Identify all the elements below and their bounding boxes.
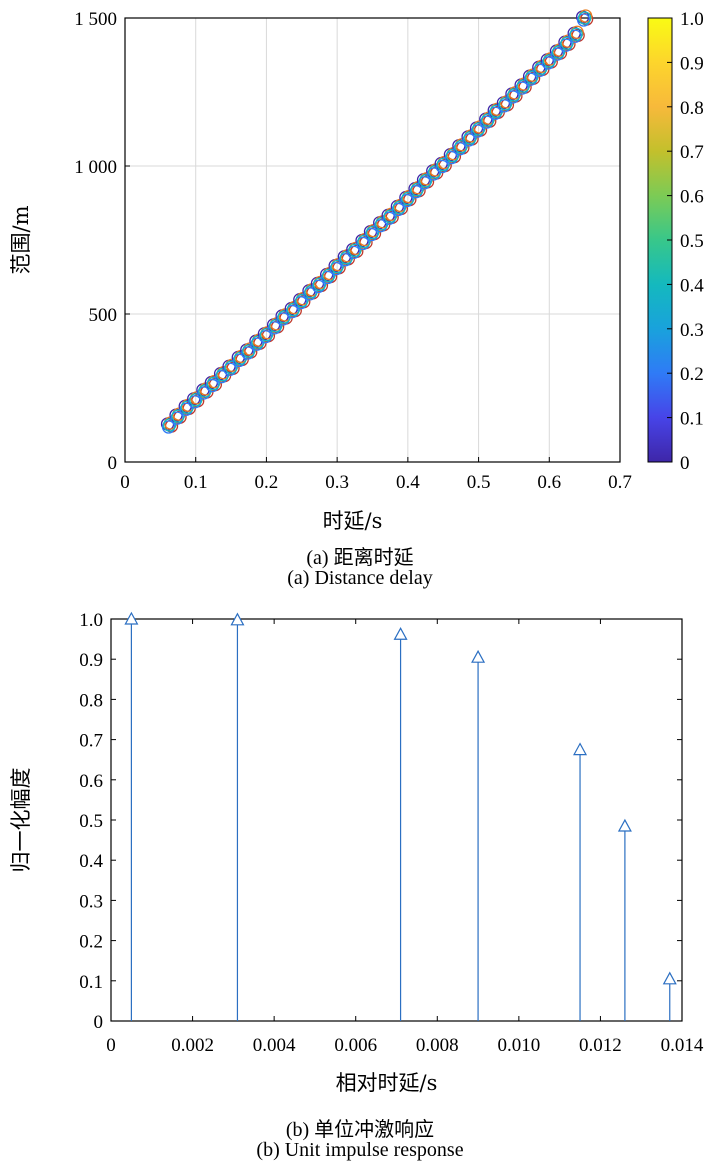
x-tick-label: 0.014 [661,1035,704,1056]
data-point [418,174,433,188]
data-point [454,140,468,154]
y-tick-label: 1.0 [79,610,103,631]
x-tick-label: 0.6 [537,472,561,493]
data-point [560,36,574,50]
y-tick-label: 0.2 [79,932,103,953]
data-point [330,259,344,274]
data-point [410,183,424,197]
colorbar-tick-label: 0.6 [680,187,704,208]
data-point [365,225,380,240]
data-point [445,148,460,163]
colorbar-tick-label: 0.1 [680,409,704,430]
y-tick-label: 0.4 [79,851,103,872]
x-axis-label: 时延/s [323,509,383,533]
caption-a-chinese: (a) 距离时延 [306,547,414,569]
y-tick-label: 1 500 [74,9,117,30]
stem-marker [393,627,408,640]
data-point [436,157,450,172]
stem-marker [124,611,139,625]
plot-area-frame [124,17,621,463]
x-tick-label: 0.012 [579,1035,622,1056]
y-tick-label: 0.9 [79,650,103,671]
caption-b-chinese: (b) 单位冲激响应 [285,1119,435,1141]
y-axis-label: 范围/m [9,205,33,274]
caption-a-english: (a) Distance delay [287,567,433,589]
data-point [507,88,521,102]
data-point [516,79,530,93]
data-point [551,45,566,59]
y-tick-label: 0.5 [79,811,103,832]
data-point [471,122,486,136]
stem-marker [230,612,245,626]
data-point [162,418,177,432]
data-point [481,113,495,127]
colorbar-tick-label: 0.5 [680,231,704,252]
data-point [206,376,221,391]
data-point [357,234,371,249]
data-point [224,360,238,374]
x-tick-label: 0.006 [334,1035,377,1056]
stem-marker [662,971,677,985]
data-point [463,131,477,145]
caption-b-english: (b) Unit impulse response [256,1139,464,1161]
colorbar-tick-label: 0.9 [680,53,704,74]
data-point [401,191,415,206]
x-tick-label: 0 [106,1035,116,1056]
y-tick-label: 1 000 [74,157,117,178]
data-point [542,54,556,68]
colorbar-tick-label: 0.7 [680,142,704,163]
data-point [348,243,362,258]
y-tick-label: 500 [89,305,118,326]
data-point [242,344,256,358]
data-point [189,393,203,407]
x-tick-label: 0.008 [416,1035,459,1056]
data-point [524,70,539,84]
data-point [577,11,592,25]
colorbar-tick-label: 1.0 [680,9,704,30]
plot-area-frame [110,618,683,1022]
data-point [322,268,336,283]
data-point [383,209,397,223]
colorbar-tick-label: 0 [680,453,690,474]
data-point [498,97,513,111]
chart-unit-impulse-response: 0 0.002 0.004 0.006 0.008 0.010 0.012 0.014 0 0.1… [9,610,704,1095]
y-tick-label: 0.6 [79,771,103,792]
x-tick-label: 0 [120,472,130,493]
chart-distance-delay: 0 0.1 0.2 0.3 0.4 0.5 0.6 0.7 0 500 1 000 1 500 时延/s… [9,9,704,533]
data-point [392,200,407,215]
y-tick-label: 0.3 [79,891,103,912]
y-tick-label: 0.1 [79,972,103,993]
stem-marker [471,649,486,663]
x-tick-label: 0.7 [608,472,632,493]
stem-marker [617,818,632,832]
data-point [312,277,327,292]
x-axis-label: 相对时延/s [336,1071,438,1095]
data-point [286,302,300,317]
y-tick-label: 0.8 [79,690,103,711]
colorbar-tick-label: 0.2 [680,364,704,385]
data-point [569,27,583,41]
y-tick-label: 0 [94,1012,104,1033]
colorbar-tick-label: 0.4 [680,275,704,296]
x-tick-label: 0.1 [184,472,208,493]
x-tick-label: 0.004 [253,1035,296,1056]
data-point [259,328,274,342]
data-point [295,294,309,308]
stem-marker [573,742,588,756]
x-tick-label: 0.010 [497,1035,540,1056]
y-axis-label: 归一化幅度 [9,768,33,873]
x-tick-label: 0.002 [171,1035,214,1056]
colorbar-tick-label: 0.3 [680,320,704,341]
x-tick-label: 0.5 [467,472,491,493]
x-tick-label: 0.4 [396,472,420,493]
data-point [268,319,283,333]
x-tick-label: 0.3 [325,472,349,493]
colorbar-tick-label: 0.8 [680,98,704,119]
x-tick-label: 0.2 [255,472,279,493]
data-point [171,409,185,423]
y-tick-label: 0 [108,453,118,474]
y-tick-label: 0.7 [79,731,103,752]
